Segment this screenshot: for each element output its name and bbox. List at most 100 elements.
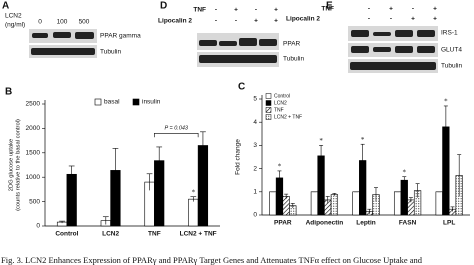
- band: [75, 32, 94, 39]
- treatment-sign: -: [368, 16, 370, 23]
- band-label: GLUT4: [441, 47, 462, 54]
- x-tick-label: FASN: [399, 220, 417, 227]
- bar: [400, 179, 408, 216]
- band: [417, 46, 435, 53]
- y-tick-label: 1000: [26, 174, 41, 181]
- significance-marker: *: [319, 137, 323, 145]
- band: [219, 41, 237, 46]
- p-value: P = 0.043: [165, 126, 189, 132]
- y-axis-label: 2DG glucose uptake: [9, 139, 15, 192]
- y-tick-label: 1500: [26, 150, 41, 157]
- bar: [188, 198, 199, 227]
- panel-letter: A: [2, 1, 9, 12]
- bar: [352, 191, 360, 216]
- blot: [348, 26, 438, 41]
- band-label: Tubulin: [283, 56, 304, 63]
- y-tick-label: 3: [253, 142, 257, 149]
- band: [395, 46, 413, 53]
- significance-marker: *: [278, 163, 282, 171]
- dose: 500: [79, 19, 90, 26]
- y-axis-label: (counts relative to the basal control): [16, 119, 22, 211]
- band-label: IRS-1: [441, 30, 458, 37]
- dose: 100: [57, 19, 68, 26]
- panel-letter: C: [238, 82, 245, 93]
- dose: 0: [38, 19, 42, 26]
- y-tick-label: 4: [253, 119, 257, 126]
- legend-swatch: [265, 100, 272, 106]
- x-tick-label: Leptin: [356, 220, 376, 227]
- panel-letter: B: [5, 87, 12, 98]
- legend-swatch: [265, 93, 272, 99]
- y-tick-label: 5: [253, 96, 257, 103]
- significance-bracket: [154, 132, 199, 138]
- legend-swatch: [94, 98, 102, 106]
- x-tick-label: Control: [55, 231, 78, 238]
- treatment-sign: +: [389, 6, 393, 13]
- band: [373, 32, 391, 36]
- y-tick-label: 2: [253, 165, 257, 172]
- treatment-sign: -: [390, 16, 392, 23]
- treatment-label: Lipocalin 2: [158, 18, 192, 25]
- legend-label: TNF: [274, 107, 284, 113]
- y-tick-label: 0: [253, 212, 257, 219]
- band: [32, 33, 48, 38]
- legend-label: basal: [104, 99, 120, 106]
- band: [259, 39, 277, 46]
- bar: [282, 196, 290, 216]
- band: [351, 46, 369, 53]
- band: [239, 38, 257, 46]
- treatment-sign: -: [255, 7, 257, 14]
- treatment-sign: +: [433, 16, 437, 23]
- x-tick-label: LPL: [443, 220, 455, 227]
- y-tick-label: 0: [36, 223, 40, 230]
- y-tick-label: 500: [29, 198, 40, 205]
- panel-letter: D: [160, 1, 167, 12]
- x-tick-label: Adiponectin: [306, 220, 344, 227]
- band-label: Tubulin: [441, 63, 462, 70]
- y-tick-label: 2500: [26, 101, 41, 108]
- treatment-sign: +: [234, 7, 238, 14]
- band: [53, 32, 71, 38]
- legend-label: Control: [274, 93, 290, 99]
- band-label: PPAR gamma: [100, 33, 141, 40]
- band: [417, 30, 435, 37]
- significance-marker: *: [403, 168, 407, 176]
- blot: [197, 33, 279, 50]
- x-tick-label: PPAR: [274, 220, 292, 227]
- treatment-sign: +: [274, 7, 278, 14]
- bar: [330, 194, 339, 216]
- legend-label: LCN2: [274, 100, 287, 106]
- band: [395, 30, 413, 37]
- band: [31, 48, 95, 55]
- panel-letter: E: [326, 1, 333, 12]
- band: [199, 40, 217, 46]
- legend-label: insulin: [142, 99, 161, 106]
- treatment-sign: +: [411, 16, 415, 23]
- band-label: Tubulin: [100, 49, 121, 56]
- y-tick-label: 1: [253, 189, 257, 196]
- band: [351, 30, 369, 37]
- legend-label: LCN2 + TNF: [274, 114, 302, 120]
- band: [199, 55, 277, 63]
- significance-marker: *: [444, 98, 448, 106]
- blot: [348, 43, 438, 57]
- band-label: PPAR: [283, 41, 301, 48]
- significance-marker: *: [361, 136, 365, 144]
- treatment-sign: +: [433, 6, 437, 13]
- significance-marker: *: [192, 188, 196, 196]
- x-tick-label: LCN2: [102, 231, 119, 238]
- treatment-sign: +: [254, 18, 258, 25]
- legend-swatch: [132, 98, 140, 106]
- legend-swatch: [265, 114, 272, 120]
- band: [350, 62, 436, 70]
- y-tick-label: 2000: [26, 125, 41, 132]
- legend-swatch: [265, 107, 272, 113]
- band: [373, 47, 391, 52]
- y-axis-label: Fold change: [235, 139, 242, 175]
- treatment-label: TNF: [321, 6, 334, 13]
- caption: Fig. 3. LCN2 Enhances Expression of PPAR…: [1, 255, 423, 265]
- x-tick-label: TNF: [148, 231, 161, 238]
- treatment-sign: +: [274, 18, 278, 25]
